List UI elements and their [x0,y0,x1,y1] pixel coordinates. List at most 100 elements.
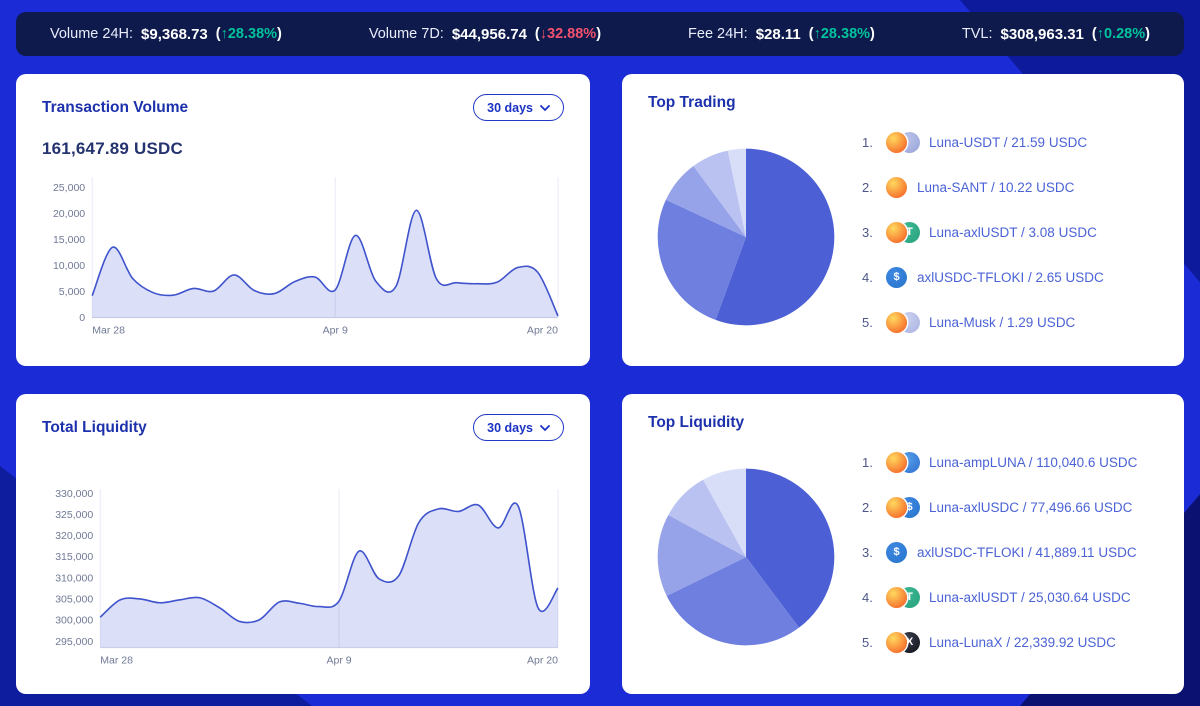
paren-close: ) [870,26,875,42]
rank-label: 4. [862,269,873,285]
top-trading-body: 1. Luna-USDT / 21.59 USDC 2. Luna-SANT /… [648,124,1158,349]
pair-link[interactable]: Luna-axlUSDC / 77,496.66 USDC [929,499,1133,515]
period-label: 30 days [487,420,533,435]
usdc-icon: $ [886,541,907,563]
stat-volume-24h: Volume 24H: $9,368.73 (↑28.38%) [50,26,282,43]
pair-link[interactable]: axlUSDC-TFLOKI / 41,889.11 USDC [917,544,1137,560]
period-selector-liquidity[interactable]: 30 days [473,414,564,441]
svg-text:310,000: 310,000 [55,572,93,584]
stat-value: $9,368.73 [141,25,208,43]
list-item[interactable]: 5. X Luna-LunaX / 22,339.92 USDC [862,624,1158,660]
list-item[interactable]: 2. $ Luna-axlUSDC / 77,496.66 USDC [862,489,1158,525]
svg-text:20,000: 20,000 [53,208,85,220]
stat-change-value: ↑28.38% [813,26,871,42]
svg-text:0: 0 [79,312,85,324]
transaction-volume-total: 161,647.89 USDC [42,139,183,158]
svg-text:Mar 28: Mar 28 [92,325,125,337]
chevron-down-icon [540,104,550,111]
top-liquidity-body: 1. Luna-ampLUNA / 110,040.6 USDC 2. $ Lu… [648,444,1158,669]
luna-icon [886,221,907,243]
luna-icon [886,586,907,608]
stat-change: (↓32.88%) [535,26,601,42]
list-item[interactable]: 1. Luna-USDT / 21.59 USDC [862,124,1158,160]
total-liquidity-chart: 295,000 300,000 305,000 310,000 315,000 320,0… [55,488,559,667]
stat-label: TVL: [961,26,993,42]
svg-text:320,000: 320,000 [55,530,93,542]
svg-text:Mar 28: Mar 28 [100,655,133,667]
paren-open: ( [808,26,814,42]
pair-link[interactable]: Luna-LunaX / 22,339.92 USDC [929,634,1116,650]
svg-text:5,000: 5,000 [59,286,85,298]
luna-icon [886,496,907,518]
rank-label: 4. [862,589,873,605]
svg-text:Apr 20: Apr 20 [527,325,558,337]
period-label: 30 days [487,100,533,115]
rank-label: 1. [862,134,873,150]
list-item[interactable]: 5. Luna-Musk / 1.29 USDC [862,304,1158,340]
luna-icon [886,176,907,198]
luna-icon [886,451,907,473]
stat-label: Volume 7D: [368,26,444,42]
top-trading-card: Top Trading 1. Luna-USDT / 21.59 USDC 2.… [622,74,1184,366]
svg-text:Apr 9: Apr 9 [326,655,351,667]
svg-text:325,000: 325,000 [55,509,93,521]
stat-label: Fee 24H: [688,26,748,42]
svg-text:10,000: 10,000 [53,260,85,272]
svg-text:15,000: 15,000 [53,234,85,246]
usdc-icon: $ [886,266,907,288]
total-liquidity-title: Total Liquidity [42,418,147,436]
pair-link[interactable]: Luna-axlUSDT / 3.08 USDC [929,224,1097,240]
top-trading-title: Top Trading [648,94,736,111]
token-pair-icons: $ [886,496,920,518]
pair-link[interactable]: Luna-ampLUNA / 110,040.6 USDC [929,454,1138,470]
stat-value: $28.11 [755,25,801,43]
pair-link[interactable]: Luna-axlUSDT / 25,030.64 USDC [929,589,1131,605]
total-liquidity-card: Total Liquidity 30 days 295,000 300,000 30… [16,394,590,694]
luna-icon [886,131,907,153]
token-pair-icons [886,131,920,153]
token-pair-icons [886,176,908,198]
rank-label: 1. [862,454,873,470]
top-trading-list: 1. Luna-USDT / 21.59 USDC 2. Luna-SANT /… [862,124,1158,349]
list-item[interactable]: 2. Luna-SANT / 10.22 USDC [862,169,1158,205]
pair-link[interactable]: Luna-USDT / 21.59 USDC [929,134,1088,150]
paren-close: ) [1145,26,1150,42]
top-liquidity-list: 1. Luna-ampLUNA / 110,040.6 USDC 2. $ Lu… [862,444,1158,669]
rank-label: 5. [862,634,873,650]
period-selector-volume[interactable]: 30 days [473,94,564,121]
token-pair-icons [886,311,920,333]
stat-volume-7d: Volume 7D: $44,956.74 (↓32.88%) [369,26,601,43]
pair-link[interactable]: Luna-SANT / 10.22 USDC [917,179,1075,195]
list-item[interactable]: 3. $ axlUSDC-TFLOKI / 41,889.11 USDC [862,534,1158,570]
list-item[interactable]: 4. T Luna-axlUSDT / 25,030.64 USDC [862,579,1158,615]
token-pair-icons: T [886,586,920,608]
list-item[interactable]: 1. Luna-ampLUNA / 110,040.6 USDC [862,444,1158,480]
svg-text:305,000: 305,000 [55,593,93,605]
stat-value: $308,963.31 [1000,25,1084,43]
svg-text:25,000: 25,000 [53,182,85,194]
stat-change: (↑0.28%) [1092,26,1150,42]
svg-text:Apr 20: Apr 20 [527,655,558,667]
stat-value: $44,956.74 [451,25,527,43]
token-pair-icons: X [886,631,920,653]
top-liquidity-title: Top Liquidity [648,414,745,431]
list-item[interactable]: 4. $ axlUSDC-TFLOKI / 2.65 USDC [862,259,1158,295]
transaction-volume-card: Transaction Volume 30 days 161,647.89 US… [16,74,590,366]
card-header: Transaction Volume 30 days [42,94,564,121]
list-item[interactable]: 3. T Luna-axlUSDT / 3.08 USDC [862,214,1158,250]
rank-label: 3. [862,224,873,240]
token-pair-icons [886,451,920,473]
rank-label: 3. [862,544,873,560]
pair-link[interactable]: Luna-Musk / 1.29 USDC [929,314,1076,330]
chevron-down-icon [540,424,550,431]
pair-link[interactable]: axlUSDC-TFLOKI / 2.65 USDC [917,269,1104,285]
stat-fee-24h: Fee 24H: $28.11 (↑28.38%) [688,26,875,43]
top-trading-pie-chart [657,148,835,325]
paren-open: ( [215,26,221,42]
transaction-volume-chart: 0 5,000 10,000 15,000 20,000 25,000 Mar 28 Apr … [53,177,559,337]
stat-change: (↑28.38%) [809,26,875,42]
luna-icon [886,631,907,653]
paren-close: ) [596,26,602,42]
rank-label: 5. [862,314,873,330]
svg-text:315,000: 315,000 [55,551,93,563]
